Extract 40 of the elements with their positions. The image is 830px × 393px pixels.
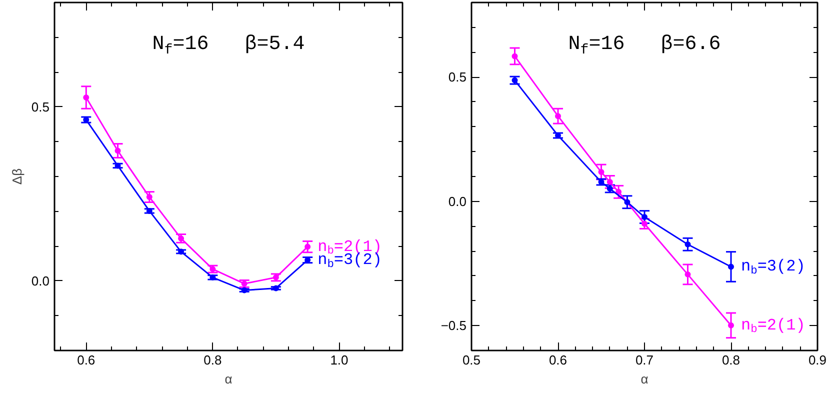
point bbox=[241, 280, 248, 287]
point bbox=[114, 162, 121, 169]
x-axis-title: α bbox=[640, 372, 649, 386]
point bbox=[624, 199, 630, 206]
x-tick-label: 0.6 bbox=[548, 352, 568, 368]
point bbox=[684, 241, 691, 248]
y-tick-label: 0.0 bbox=[448, 194, 467, 209]
point bbox=[512, 53, 518, 60]
x-axis-title: α bbox=[224, 372, 233, 386]
point bbox=[304, 244, 311, 250]
point bbox=[210, 266, 216, 272]
y-tick-label: −0.5 bbox=[440, 318, 467, 334]
point bbox=[684, 271, 691, 278]
point bbox=[512, 77, 518, 84]
point bbox=[272, 285, 279, 292]
x-tick-label: 0.8 bbox=[722, 352, 740, 368]
point bbox=[728, 322, 734, 328]
point bbox=[598, 169, 604, 176]
point bbox=[241, 287, 248, 294]
point bbox=[178, 235, 184, 242]
x-tick-label: 0.8 bbox=[204, 352, 222, 368]
point bbox=[178, 248, 184, 255]
point bbox=[146, 208, 152, 214]
x-tick-label: 0.9 bbox=[808, 352, 827, 368]
x-tick-label: 0.6 bbox=[77, 352, 96, 368]
point bbox=[114, 148, 121, 154]
x-tick-label: 1.0 bbox=[330, 352, 348, 368]
y-tick-label: 0.5 bbox=[448, 70, 467, 85]
point bbox=[272, 274, 279, 280]
x-tick-label: 0.7 bbox=[635, 352, 654, 368]
point bbox=[616, 188, 622, 195]
point bbox=[555, 113, 561, 120]
point bbox=[83, 94, 90, 100]
x-tick-label: 0.5 bbox=[462, 352, 481, 368]
y-axis-title: Δβ bbox=[9, 168, 24, 185]
point bbox=[210, 274, 216, 280]
point bbox=[728, 264, 734, 270]
point bbox=[146, 194, 152, 200]
point bbox=[642, 214, 648, 220]
y-tick-label: 0.0 bbox=[31, 273, 50, 288]
